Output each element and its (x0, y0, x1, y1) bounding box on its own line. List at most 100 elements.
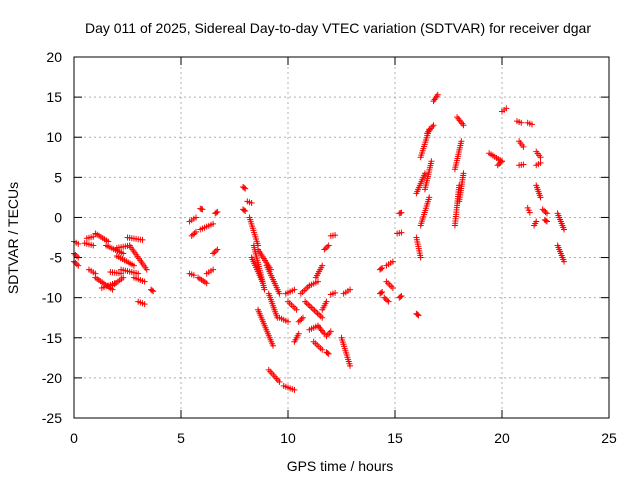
data-point (428, 158, 435, 165)
data-point (214, 208, 221, 215)
data-point (276, 290, 283, 297)
data-point (311, 307, 318, 314)
data-point (211, 249, 218, 256)
data-point (324, 350, 331, 357)
data-point (322, 245, 329, 252)
data-point (212, 247, 219, 254)
x-tick-label: 0 (70, 430, 78, 446)
data-point (90, 242, 97, 249)
data-point (90, 233, 97, 240)
data-point (379, 289, 386, 296)
data-point (242, 208, 249, 215)
data-point (327, 328, 334, 335)
data-point (385, 298, 392, 305)
data-point (528, 121, 535, 128)
data-point (496, 160, 503, 167)
data-point (149, 287, 156, 294)
y-tick-label: -20 (42, 370, 62, 386)
data-point (378, 265, 385, 272)
data-point (561, 258, 568, 265)
data-point (378, 289, 385, 296)
data-point (190, 231, 197, 238)
data-point (75, 262, 82, 269)
data-point (494, 162, 501, 169)
data-point (135, 270, 142, 277)
y-tick-label: 20 (46, 49, 62, 65)
data-point (347, 362, 354, 369)
data-point (520, 161, 527, 168)
plot-frame (73, 56, 610, 419)
data-point (141, 278, 148, 285)
data-point (285, 318, 291, 325)
data-point (458, 138, 465, 145)
data-point (141, 301, 148, 308)
data-point (214, 246, 221, 253)
data-point (319, 262, 326, 269)
data-point (298, 316, 305, 323)
data-point (533, 218, 540, 225)
y-tick-label: -15 (42, 330, 62, 346)
data-point (499, 158, 505, 165)
x-axis-label: GPS time / hours (287, 458, 394, 474)
data-point (73, 261, 80, 268)
data-point (426, 194, 433, 201)
data-point (389, 285, 396, 292)
data-point (293, 306, 300, 313)
y-axis-label: SDTVAR / TECUs (5, 182, 21, 294)
data-point (210, 220, 217, 227)
data-point (542, 209, 549, 216)
data-point (537, 194, 544, 201)
data-point (309, 305, 316, 312)
y-tick-label: -5 (50, 250, 63, 266)
data-point (397, 293, 404, 300)
data-point (276, 378, 283, 385)
data-point (414, 311, 421, 318)
data-point (72, 259, 79, 266)
data-point (213, 209, 220, 216)
data-point (188, 232, 195, 239)
data-point (541, 207, 548, 214)
x-tick-label: 5 (177, 430, 185, 446)
data-point (321, 246, 328, 253)
data-point (199, 206, 206, 213)
data-point (325, 242, 332, 249)
data-point (295, 318, 302, 325)
data-point (543, 210, 550, 217)
data-point (417, 254, 424, 261)
data-point (317, 313, 324, 320)
data-point (192, 228, 199, 235)
data-point (324, 243, 331, 250)
data-point (539, 206, 546, 213)
y-tick-label: 15 (46, 89, 62, 105)
axis-ticks: 0 5 10 15 20 25 -25 -20 -15 -10 -5 0 5 10 15 20 (42, 49, 617, 446)
data-point (319, 346, 326, 353)
data-point (316, 311, 323, 318)
data-point (139, 236, 146, 243)
data-point (313, 308, 320, 315)
data-point (497, 159, 504, 166)
x-tick-label: 25 (601, 430, 617, 446)
data-point (347, 286, 354, 293)
data-point (73, 253, 80, 260)
chart-title: Day 011 of 2025, Sidereal Day-to-day VTE… (85, 20, 591, 36)
data-point (314, 310, 321, 317)
data-point (270, 342, 277, 349)
data-point (143, 266, 150, 273)
y-tick-label: -25 (42, 410, 62, 426)
data-point (75, 240, 82, 247)
data-point (295, 330, 302, 337)
data-point (130, 262, 137, 269)
x-tick-label: 15 (387, 430, 403, 446)
grid-lines (74, 57, 609, 418)
y-tick-label: 0 (54, 209, 62, 225)
x-tick-label: 20 (494, 430, 510, 446)
data-point (72, 251, 79, 258)
data-point (325, 350, 332, 357)
data-point (520, 143, 527, 150)
data-point (261, 286, 268, 293)
data-point (384, 297, 391, 304)
data-point (299, 314, 306, 321)
data-point (192, 214, 199, 221)
data-point (150, 288, 157, 295)
